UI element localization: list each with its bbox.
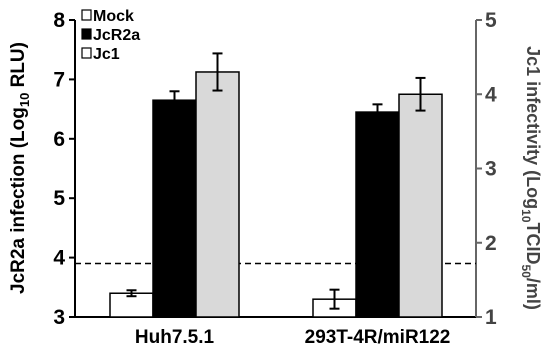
chart-bars — [109, 52, 443, 318]
legend-label-mock: Mock — [93, 8, 134, 25]
y-axis-right-label-main: Jc1 infectivity (Log — [523, 46, 543, 209]
y-left-tick-label: 5 — [53, 187, 65, 210]
category-label: 293T-4R/miR122 — [305, 327, 451, 348]
bar-jcr2a-2 — [355, 111, 400, 318]
legend-swatch-mock — [81, 9, 92, 21]
y-axis-right-label-mid: TCID — [523, 223, 543, 265]
y-right-tick-label: 1 — [485, 306, 497, 329]
bar-jc1-2 — [398, 93, 443, 318]
y-axis-left-label-sub: 10 — [17, 93, 32, 107]
y-left-tick-label: 3 — [53, 306, 65, 329]
category-label: Huh7.5.1 — [135, 327, 215, 348]
y-axis-right-label-sub1: 10 — [519, 209, 533, 223]
legend-label-jcr2a: JcR2a — [93, 27, 140, 44]
y-axis-right-label-sub2: 50 — [519, 265, 533, 279]
y-left-tick-label: 7 — [53, 68, 65, 91]
y-axis-left-label-main: JcR2a infection (Log — [8, 107, 29, 294]
y-axis-right-label-tail: /ml) — [523, 278, 543, 310]
legend-swatch-jcr2a — [81, 28, 92, 40]
y-right-tick-label: 2 — [485, 232, 497, 255]
bar-jcr2a-1 — [152, 99, 197, 318]
chart-labels: Huh7.5.1 293T-4R/miR122 JcR2a infection (L… — [8, 42, 543, 348]
y-left-tick-label: 4 — [53, 247, 65, 270]
y-right-tick-label: 5 — [485, 9, 497, 32]
legend-swatch-jc1 — [81, 47, 92, 59]
y-right-tick-label: 3 — [485, 158, 497, 181]
y-axis-left-label: JcR2a infection (Log10 RLU) — [8, 42, 32, 294]
y-right-tick-label: 4 — [485, 83, 497, 106]
y-left-tick-label: 8 — [53, 9, 65, 32]
y-axis-right-label: Jc1 infectivity (Log10TCID50/ml) — [519, 46, 543, 310]
legend-label-jc1: Jc1 — [93, 46, 120, 63]
bar-jc1-1 — [195, 71, 240, 318]
y-left-tick-label: 6 — [53, 128, 65, 151]
chart-legend: Mock JcR2a Jc1 — [81, 8, 140, 63]
y-axis-left-label-tail: RLU) — [8, 42, 29, 93]
